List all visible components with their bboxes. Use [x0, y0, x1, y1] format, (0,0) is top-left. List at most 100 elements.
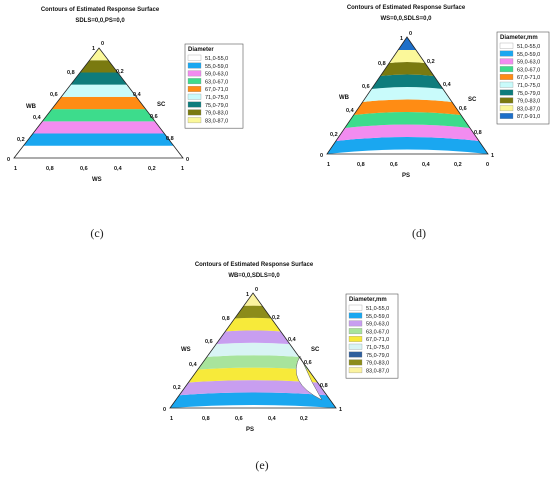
panel-e-bottom-tick-2: 0,6 [235, 416, 243, 422]
legend-swatch [348, 320, 363, 327]
contour-band-2 [179, 380, 327, 396]
contour-band-2 [23, 133, 174, 146]
panel-c-bottom-tick-2: 0,6 [80, 166, 88, 172]
panel-c-right-tick-4: 0,8 [166, 136, 174, 142]
contour-band-8 [80, 60, 118, 73]
contour-band-2 [335, 124, 479, 141]
panel-e-right-tick-4: 0,8 [320, 383, 328, 389]
panel-e-right-tick-2: 0,4 [288, 337, 297, 343]
legend-swatch [499, 50, 514, 57]
panel-c-bottom-tick-3: 0,4 [114, 166, 123, 172]
panel-d-title: Contours of Estimated Response Surface [347, 5, 466, 11]
contour-band-5 [206, 342, 300, 357]
legend-swatch [348, 336, 363, 342]
panel-c-bottom-tick-4: 0,2 [148, 166, 156, 172]
legend-swatch [499, 81, 514, 88]
legend-entry: 51,0-55,0 [366, 306, 389, 312]
panel-d-bottom-corner-right: 0 [486, 162, 489, 168]
panel-d-right-tick-1: 0,2 [427, 59, 435, 65]
panel-e-vertex-left: 0 [163, 407, 166, 413]
contour-band-1 [170, 392, 336, 408]
panel-c-vertex-top-a: 1 [92, 46, 95, 52]
legend-swatch [499, 105, 514, 112]
legend-swatch [499, 42, 514, 49]
panel-c-vertex-right: 0 [186, 157, 189, 163]
contour-band-8 [389, 49, 425, 63]
contour-band-4 [197, 355, 309, 370]
panel-d-vertex-left: 0 [320, 153, 323, 159]
panel-c-bottom-corner-right: 1 [181, 166, 184, 172]
legend-entry: 79,0-83,0 [366, 361, 389, 367]
panel-c-right-tick-2: 0,4 [133, 92, 142, 98]
panel-e-left-axis-label: WS [181, 347, 191, 353]
contour-band-4 [42, 109, 156, 122]
panel-e-bottom-tick-3: 0,4 [268, 416, 277, 422]
panel-d-left-axis-label: WB [339, 95, 350, 101]
legend-entry: 83,0-87,0 [366, 368, 389, 374]
legend-entry: 67,0-71,0 [517, 75, 540, 81]
panel-e-left-tick-4: 0,2 [173, 385, 181, 391]
panel-e-caption: (e) [255, 458, 268, 472]
contour-band-6 [371, 74, 443, 89]
legend-swatch [499, 113, 514, 119]
legend-swatch [187, 86, 202, 92]
panel-c-frame [13, 47, 184, 159]
panel-d-right-tick-4: 0,8 [474, 130, 482, 136]
panel-d-bottom-tick-2: 0,6 [390, 162, 398, 168]
panel-d-right-axis-label: SC [468, 97, 477, 103]
panel-e-frame [169, 292, 337, 409]
legend-swatch [187, 62, 202, 69]
legend-swatch [348, 328, 363, 335]
contour-band-9 [89, 48, 109, 61]
panel-e-vertex-right: 1 [339, 407, 342, 413]
panel-d-legend: Diameter,mm 51,0-55,0 55,0-59,0 59,0-63,063… [496, 31, 550, 125]
legend-entry: 55,0-59,0 [517, 52, 540, 58]
contour-band-3 [32, 121, 165, 134]
panel-e-left-tick-3: 0,4 [189, 362, 198, 368]
contour-band-1 [327, 137, 488, 154]
legend-entry: 75,0-79,0 [366, 353, 389, 359]
contour-band-6 [61, 84, 137, 97]
panel-e-bottom-tick-4: 0,2 [300, 416, 308, 422]
legend-entry: 63,0-67,0 [517, 67, 540, 73]
panel-c: Contours of Estimated Response Surface S… [7, 7, 244, 240]
legend-swatch [499, 66, 514, 73]
panel-d-left-tick-1: 0,8 [378, 61, 386, 67]
panel-d-caption: (d) [412, 226, 426, 240]
panel-c-left-tick-2: 0,6 [50, 92, 58, 98]
legend-swatch [348, 351, 363, 358]
panel-d-left-tick-2: 0,6 [362, 84, 370, 90]
legend-title: Diameter [188, 47, 214, 53]
legend-swatch [348, 304, 363, 311]
contour-band-7 [70, 72, 127, 85]
panel-e-bottom-axis-label: PS [246, 427, 254, 433]
legend-entry: 71,0-75,0 [366, 345, 389, 351]
panel-e-left-tick-2: 0,6 [205, 339, 213, 345]
contour-band-3 [344, 112, 470, 128]
panel-c-subtitle: SDLS=0,0,PS=0,0 [75, 18, 125, 24]
panel-d-subtitle: WS=0,0,SDLS=0,0 [380, 16, 432, 22]
contour-band-8 [234, 305, 272, 319]
contour-core-region [295, 355, 323, 401]
panel-c-right-tick-3: 0,6 [150, 114, 158, 120]
legend-entry: 67,0-71,0 [366, 337, 389, 343]
legend-entry: 71,0-75,0 [517, 83, 540, 89]
contour-band-3 [188, 367, 318, 383]
legend-swatch [348, 367, 363, 374]
panel-c-left-tick-1: 0,8 [67, 70, 75, 76]
legend-entry: 71,0-75,0 [205, 95, 228, 101]
panel-e-right-tick-3: 0,6 [304, 360, 312, 366]
contour-band-5 [51, 96, 146, 110]
legend-swatch [187, 54, 202, 61]
panel-d-bottom-corner-left: 1 [327, 162, 330, 168]
legend-entry: 83,0-87,0 [517, 106, 540, 112]
legend-title: Diameter,mm [349, 297, 387, 303]
panel-d-left-tick-3: 0,4 [346, 108, 355, 114]
panel-e: Contours of Estimated Response Surface W… [163, 262, 399, 472]
panel-c-legend: Diameter 51,0-55,0 55,0-59,0 59,0-63,063,0-… [184, 43, 244, 129]
contour-band-9 [398, 37, 416, 50]
panel-e-plot [170, 293, 336, 408]
legend-entry: 51,0-55,0 [205, 56, 228, 62]
legend-swatch [187, 70, 202, 77]
panel-d-right-tick-2: 0,4 [443, 82, 452, 88]
